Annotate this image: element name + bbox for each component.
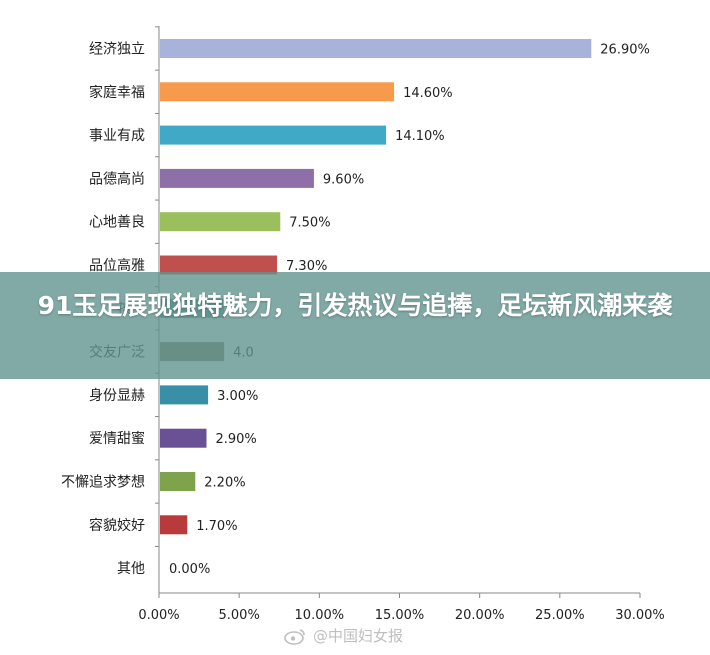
banner-title: 91玉足展现独特魅力，引发热议与追捧，足坛新风潮来袭	[37, 291, 673, 320]
bar	[160, 428, 207, 448]
x-tick-label: 20.00%	[455, 608, 505, 623]
bar	[160, 212, 281, 232]
category-label: 心地善良	[89, 215, 145, 231]
category-label: 品德高尚	[89, 170, 145, 187]
category-label: 其他	[117, 561, 145, 577]
title-banner: 91玉足展现独特魅力，引发热议与追捧，足坛新风潮来袭	[0, 272, 710, 379]
bar	[160, 82, 395, 102]
data-label: 14.10%	[395, 129, 445, 144]
x-tick-label: 10.00%	[295, 608, 345, 623]
data-label: 9.60%	[323, 172, 364, 187]
watermark: @中国妇女报	[283, 625, 403, 646]
category-label: 家庭幸福	[89, 84, 145, 101]
data-label: 26.90%	[600, 43, 650, 58]
category-label: 容貌姣好	[89, 517, 145, 534]
category-label: 不懈追求梦想	[61, 474, 145, 491]
bar	[160, 125, 387, 145]
data-label: 3.00%	[217, 389, 258, 404]
bar	[160, 255, 278, 275]
data-label: 7.50%	[289, 216, 330, 231]
data-label: 1.70%	[196, 519, 237, 534]
data-label: 0.00%	[169, 562, 210, 577]
bars	[160, 39, 592, 535]
bar	[160, 515, 188, 535]
data-labels: 26.90%14.60%14.10%9.60%7.50%7.30%4.03.00…	[169, 43, 650, 578]
category-label: 事业有成	[89, 128, 145, 144]
x-tick-label: 15.00%	[375, 608, 425, 623]
category-label: 身份显赫	[89, 388, 145, 404]
data-label: 7.30%	[286, 259, 327, 274]
x-tick-label: 5.00%	[219, 608, 260, 623]
data-label: 14.60%	[403, 86, 453, 101]
data-label: 2.20%	[204, 476, 245, 491]
bar	[160, 168, 314, 188]
x-tick-label: 25.00%	[535, 608, 585, 623]
category-label: 经济独立	[89, 42, 145, 58]
x-tick-label: 0.00%	[138, 608, 179, 623]
watermark-text: @中国妇女报	[313, 627, 404, 645]
category-label: 品位高雅	[89, 257, 145, 274]
bar	[160, 472, 196, 491]
x-tick-label: 30.00%	[615, 608, 665, 623]
x-axis: 0.00% 5.00% 10.00% 15.00% 20.00% 25.00% 30.00%	[138, 26, 665, 623]
bar	[160, 385, 209, 405]
data-label: 2.90%	[215, 432, 256, 447]
bar	[160, 39, 592, 58]
weibo-icon	[284, 628, 305, 645]
category-label: 爱情甜蜜	[89, 431, 145, 447]
